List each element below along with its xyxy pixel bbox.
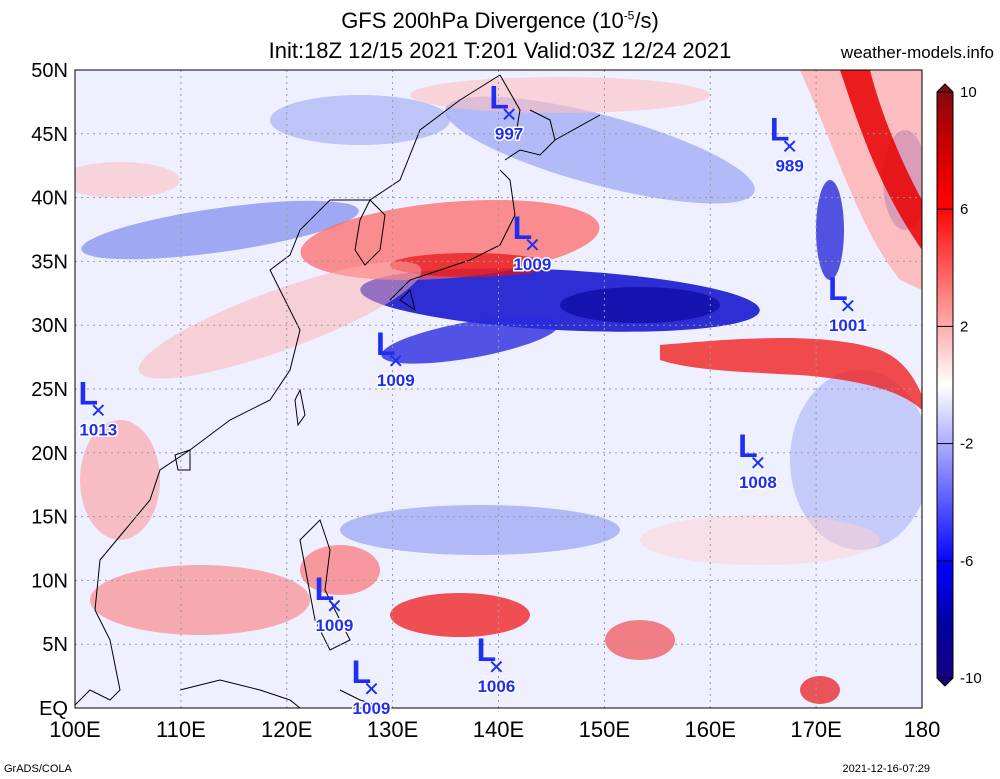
low-letter: L <box>315 571 335 607</box>
lat-label: EQ <box>39 698 68 720</box>
low-center-icon: ✕ <box>387 349 404 373</box>
lon-label: 150E <box>579 717 630 742</box>
low-center-icon: ✕ <box>501 103 518 127</box>
lat-label: 20N <box>31 443 68 465</box>
footer-left: GrADS/COLA <box>4 763 72 775</box>
colorbar-label: 6 <box>960 201 968 218</box>
lat-label: 50N <box>31 60 68 82</box>
lat-label: 30N <box>31 315 68 337</box>
low-center-icon: ✕ <box>781 135 798 159</box>
low-letter: L <box>376 326 396 362</box>
low-marker: L✕1001 <box>827 271 868 337</box>
lon-label: 100E <box>49 717 100 742</box>
low-letter: L <box>828 271 848 307</box>
longitude-labels: 100E 110E 120E 130E 140E 150E 160E 170E 180 <box>49 717 940 742</box>
low-marker: L✕1009 <box>351 654 392 720</box>
low-letter: L <box>477 632 497 668</box>
low-pressure-value: 1006 <box>477 677 515 696</box>
lon-label: 110E <box>156 717 206 742</box>
lon-label: 160E <box>685 717 736 742</box>
colorbar: 10 6 2 -2 -6 -10 <box>936 83 982 687</box>
lon-label: 140E <box>473 717 524 742</box>
low-letter: L <box>770 112 790 148</box>
low-marker: L✕1009 <box>314 571 355 637</box>
lon-label: 170E <box>790 717 841 742</box>
low-center-icon: ✕ <box>363 677 380 701</box>
graticule <box>75 70 922 708</box>
low-center-icon: ✕ <box>840 294 857 318</box>
low-letter: L <box>513 210 533 246</box>
low-letter: L <box>738 428 758 464</box>
low-marker: L✕989 <box>770 112 805 178</box>
low-pressure-value: 1009 <box>513 255 551 274</box>
lon-label: 120E <box>261 717 312 742</box>
colorbar-label: 10 <box>960 84 977 101</box>
low-pressure-value: 1008 <box>739 473 777 492</box>
lat-label: 35N <box>31 251 68 273</box>
low-center-icon: ✕ <box>524 233 541 257</box>
low-pressure-value: 1013 <box>79 421 117 440</box>
low-pressure-value: 1009 <box>315 616 353 635</box>
lat-label: 15N <box>31 507 68 529</box>
low-marker: L✕1008 <box>737 428 778 494</box>
low-marker: L✕1009 <box>512 210 553 276</box>
low-pressure-value: 1009 <box>353 699 391 718</box>
map-title: GFS 200hPa Divergence (10-5/s) <box>341 8 659 33</box>
latitude-labels: EQ 5N 10N 15N 20N 25N 30N 35N 40N 45N 50N <box>31 60 68 720</box>
low-center-icon: ✕ <box>326 594 343 618</box>
low-pressure-value: 1009 <box>377 371 415 390</box>
low-center-icon: ✕ <box>750 451 767 475</box>
colorbar-label: -2 <box>960 436 973 453</box>
low-marker: L✕997 <box>489 80 524 146</box>
footer-timestamp: 2021-12-16-07:29 <box>842 763 930 775</box>
low-marker: L✕1013 <box>78 376 119 442</box>
colorbar-label: 2 <box>960 318 968 335</box>
low-letter: L <box>489 80 509 116</box>
lat-label: 25N <box>31 379 68 401</box>
coastlines <box>75 74 601 708</box>
lat-label: 40N <box>31 188 68 210</box>
site-credit: weather-models.info <box>840 43 994 62</box>
low-letter: L <box>352 654 372 690</box>
lat-label: 10N <box>31 570 68 592</box>
low-pressure-value: 1001 <box>829 316 867 335</box>
colorbar-label: -10 <box>960 670 982 687</box>
lat-label: 5N <box>42 634 68 656</box>
low-letter: L <box>79 376 99 412</box>
low-marker: L✕1009 <box>375 326 416 392</box>
colorbar-label: -6 <box>960 553 973 570</box>
map-subtitle: Init:18Z 12/15 2021 T:201 Valid:03Z 12/2… <box>268 38 732 63</box>
low-marker: L✕1006 <box>476 632 517 698</box>
low-pressure-value: 989 <box>775 157 803 176</box>
map-frame <box>74 69 923 709</box>
low-center-icon: ✕ <box>90 399 107 423</box>
lon-label: 180 <box>904 717 941 742</box>
low-center-icon: ✕ <box>488 655 505 679</box>
lon-label: 130E <box>367 717 418 742</box>
low-pressure-value: 997 <box>495 125 523 144</box>
lat-label: 45N <box>31 124 68 146</box>
divergence-field <box>75 70 922 708</box>
